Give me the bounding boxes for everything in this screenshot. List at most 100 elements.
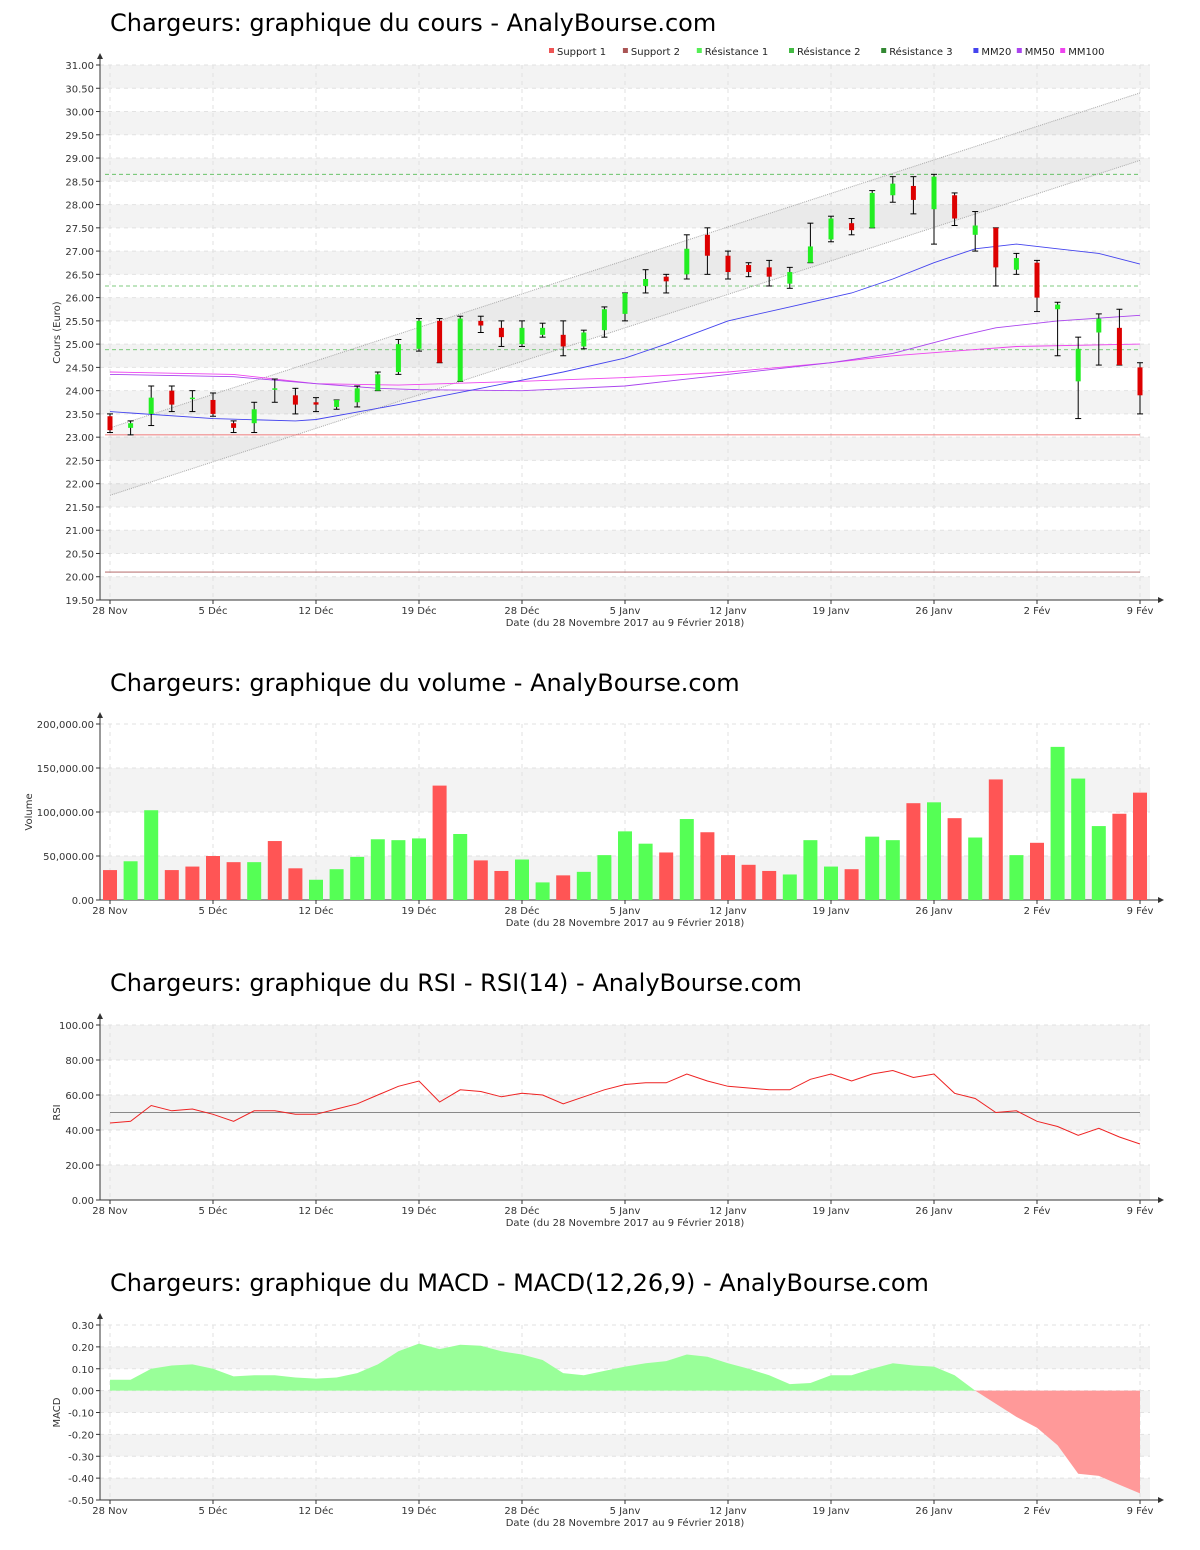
candle-down: [498, 327, 504, 338]
y-axis-arrow: [97, 712, 103, 718]
candle-down: [704, 234, 710, 256]
candle-up: [1075, 348, 1081, 382]
y-tick-label: 24.50: [65, 363, 94, 374]
y-tick-label: 0.30: [72, 1321, 94, 1332]
y-tick-label: 20.00: [65, 1161, 94, 1172]
x-tick-label: 5 Janv: [610, 906, 641, 917]
volume-bar: [988, 779, 1003, 900]
x-tick-label: 26 Janv: [915, 1206, 952, 1217]
y-tick-label: 20.00: [65, 573, 94, 584]
volume-bar: [370, 839, 385, 900]
volume-bar: [329, 869, 344, 900]
y-tick-label: 60.00: [65, 1091, 94, 1102]
volume-bar: [206, 856, 220, 900]
x-tick-label: 2 Fév: [1024, 905, 1051, 917]
grid-band: [100, 437, 1150, 461]
y-tick-label: 23.50: [65, 410, 94, 421]
volume-bar: [927, 802, 941, 900]
volume-bar: [515, 859, 529, 900]
candle-down: [231, 423, 237, 428]
x-tick-label: 19 Déc: [401, 1505, 436, 1517]
volume-bar: [782, 874, 797, 900]
candle-up: [1013, 258, 1019, 270]
legend-label: Support 2: [631, 47, 680, 58]
price-chart-title: Chargeurs: graphique du cours - AnalyBou…: [110, 9, 717, 37]
candle-down: [437, 320, 443, 363]
y-tick-label: 100.00: [59, 1021, 94, 1032]
y-tick-label: 21.00: [65, 526, 94, 537]
x-tick-label: 9 Fév: [1127, 1505, 1154, 1517]
volume-bar: [1030, 842, 1044, 900]
y-axis-arrow: [97, 1313, 103, 1319]
volume-bar: [1050, 746, 1065, 900]
y-axis-arrow: [97, 1013, 103, 1019]
volume-chart: 0.00 50,000.00 100,000.00 150,000.00 200,000…: [24, 712, 1164, 929]
candle-up: [622, 292, 628, 314]
candle-up: [1055, 304, 1061, 310]
candle-down: [1034, 262, 1040, 298]
x-tick-label: 12 Janv: [709, 1206, 746, 1217]
price-panel: Chargeurs: graphique du cours - AnalyBou…: [0, 0, 1200, 640]
volume-bar: [185, 866, 200, 900]
volume-bar: [535, 882, 550, 900]
legend-swatch: [622, 48, 628, 53]
y-tick-label: 150,000.00: [37, 764, 94, 775]
y-tick-label: 26.00: [65, 294, 94, 305]
y-tick-label: 31.00: [65, 61, 94, 72]
legend-swatch: [881, 48, 887, 53]
volume-bar: [1009, 855, 1024, 900]
x-tick-label: 12 Déc: [298, 1205, 333, 1217]
y-axis-label: MACD: [52, 1397, 63, 1427]
y-tick-label: 40.00: [65, 1126, 94, 1137]
volume-bar: [968, 837, 983, 900]
volume-bar: [391, 840, 406, 900]
trend-line-upper: [109, 92, 1141, 429]
volume-bar: [556, 875, 571, 900]
legend-swatch: [1016, 48, 1022, 53]
volume-bar: [309, 879, 323, 900]
y-tick-label: 0.00: [72, 896, 94, 907]
y-tick-label: 27.50: [65, 224, 94, 235]
y-tick-label: 22.50: [65, 456, 94, 467]
candle-down: [725, 255, 731, 273]
y-axis-label: Cours (Euro): [52, 301, 63, 364]
x-tick-label: 28 Déc: [504, 605, 539, 617]
volume-bar: [844, 869, 859, 900]
y-tick-label: 24.00: [65, 387, 94, 398]
volume-bar: [576, 871, 591, 900]
candle-up: [272, 388, 278, 390]
x-tick-label: 19 Janv: [812, 1506, 849, 1517]
candle-up: [581, 332, 587, 347]
candle-down: [910, 185, 916, 200]
x-tick-label: 26 Janv: [915, 1506, 952, 1517]
candle-up: [1096, 318, 1102, 333]
y-tick-label: 26.50: [65, 270, 94, 281]
volume-bar: [247, 862, 262, 900]
x-tick-label: 19 Déc: [401, 905, 436, 917]
candle-up: [869, 192, 875, 228]
volume-bar: [123, 861, 138, 900]
volume-bar: [700, 832, 715, 900]
x-axis-arrow: [1158, 597, 1164, 603]
volume-bar: [432, 785, 447, 900]
candle-up: [189, 397, 195, 400]
x-tick-label: 5 Déc: [199, 1205, 228, 1217]
y-tick-label: 200,000.00: [37, 720, 94, 731]
candle-down: [560, 334, 566, 347]
x-tick-label: 28 Déc: [504, 905, 539, 917]
x-axis-label: Date (du 28 Novembre 2017 au 9 Février 2…: [506, 1517, 745, 1529]
y-tick-label: 28.50: [65, 177, 94, 188]
volume-bar: [1071, 778, 1086, 900]
legend-swatch: [696, 48, 702, 53]
x-tick-label: 2 Fév: [1024, 1505, 1051, 1517]
rsi-chart: 0.00 20.00 40.00 60.00 80.00 100.00 28 Nov 5 Dé…: [52, 1013, 1164, 1229]
rsi-chart-title: Chargeurs: graphique du RSI - RSI(14) - …: [110, 969, 802, 997]
candle-up: [395, 344, 401, 373]
y-tick-label: -0.40: [68, 1474, 94, 1485]
rsi-panel: Chargeurs: graphique du RSI - RSI(14) - …: [0, 960, 1200, 1240]
candle-up: [375, 374, 381, 391]
y-tick-label: 0.00: [72, 1196, 94, 1207]
x-tick-label: 28 Nov: [92, 1506, 128, 1517]
y-tick-label: 0.00: [72, 1387, 94, 1398]
trend-line-lower: [109, 159, 1141, 496]
